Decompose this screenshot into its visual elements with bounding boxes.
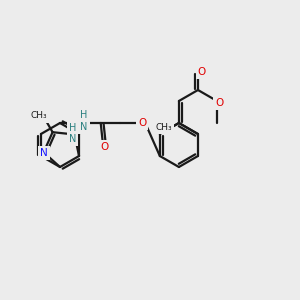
Text: O: O [198,68,206,77]
Text: H
N: H N [69,123,76,144]
Text: O: O [138,118,146,128]
Text: O: O [100,142,109,152]
Text: H
N: H N [80,110,88,132]
Text: N: N [40,148,47,158]
Text: CH₃: CH₃ [31,112,48,121]
Text: CH₃: CH₃ [155,123,172,132]
Text: O: O [215,98,223,108]
